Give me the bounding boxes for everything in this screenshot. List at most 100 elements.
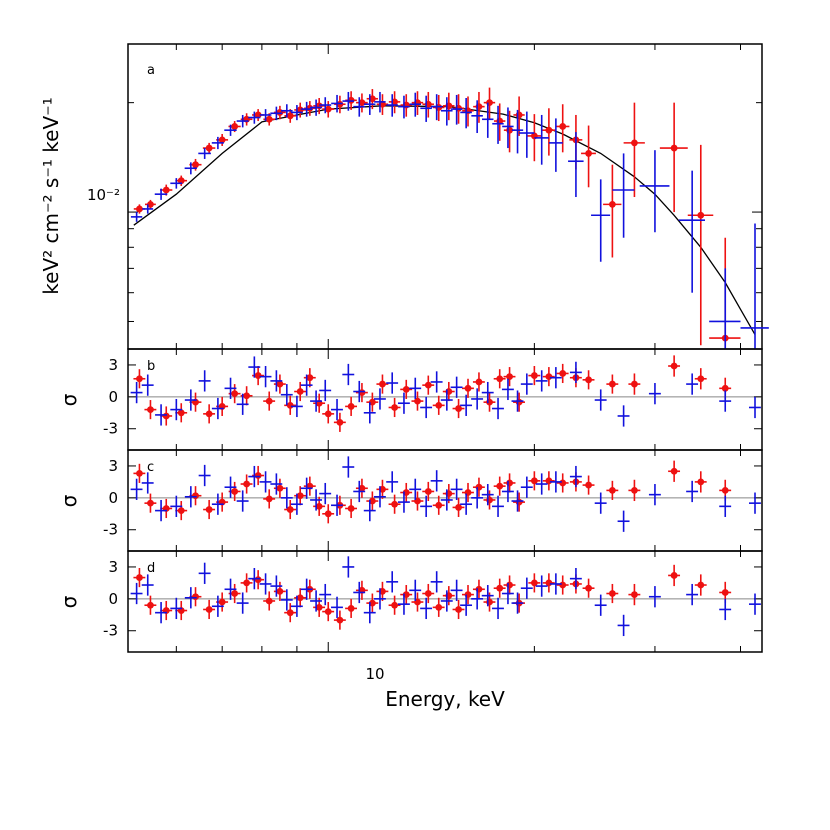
data-point [254, 472, 262, 479]
data-point [368, 497, 376, 505]
data-point [324, 608, 332, 615]
data-point [391, 500, 398, 508]
data-point [136, 375, 143, 383]
data-point [721, 384, 729, 392]
data-point [585, 376, 592, 384]
x-axis-label: Energy, keV [385, 687, 505, 711]
data-point [530, 579, 538, 587]
data-point [608, 380, 616, 388]
data-point [670, 144, 678, 152]
data-point [464, 384, 472, 392]
data-point [496, 482, 504, 490]
data-point [147, 499, 154, 507]
data-point [435, 401, 443, 409]
data-point [530, 372, 538, 379]
panel-d-y-axis-label: σ [57, 595, 81, 608]
data-point [631, 487, 638, 494]
data-point [559, 581, 567, 589]
data-point [254, 576, 262, 584]
data-point [347, 605, 355, 612]
panel-d-ytick-labels: 3 0 -3 [103, 558, 118, 640]
data-point [192, 593, 199, 601]
panel-b-y-axis-label: σ [57, 393, 81, 406]
panel-a-label: a [147, 63, 155, 78]
data-point [721, 487, 729, 494]
data-point [670, 572, 678, 579]
panel-a-frame [127, 43, 763, 350]
data-point [192, 161, 199, 169]
residual-panel-d: d σ 3 0 -3 [57, 550, 763, 653]
data-point [286, 506, 294, 513]
data-point [608, 487, 616, 494]
data-point [315, 502, 323, 510]
data-point [162, 186, 170, 194]
data-point [368, 95, 376, 103]
data-point [147, 406, 154, 413]
data-point [243, 392, 251, 400]
data-point [559, 370, 567, 377]
data-point [697, 581, 705, 589]
panel-b-ytick-labels: 3 0 -3 [103, 356, 118, 438]
data-point [424, 488, 432, 495]
data-point [286, 112, 294, 120]
data-point [324, 105, 332, 113]
y-tick-label: -3 [103, 521, 118, 539]
data-point [265, 597, 273, 605]
data-point [496, 584, 504, 592]
data-point [358, 484, 366, 492]
data-point [379, 380, 386, 388]
panel-a-y-axis-label: keV² cm⁻² s⁻¹ keV⁻¹ [39, 97, 63, 294]
data-point [506, 373, 513, 381]
data-point [496, 375, 504, 383]
y-tick-label: 3 [108, 558, 118, 576]
data-point [670, 467, 678, 475]
data-point [265, 397, 273, 405]
spectrum-panel-a: a 10⁻² keV² cm⁻² s⁻¹ keV⁻¹ [39, 43, 769, 350]
data-point [218, 598, 226, 606]
data-point [276, 380, 284, 388]
data-point [697, 478, 705, 486]
data-point [455, 405, 462, 412]
y-tick-label: 0 [108, 590, 118, 608]
data-point [475, 378, 483, 386]
y-tick-label: 0 [108, 388, 118, 406]
data-point [515, 398, 523, 406]
residual-panel-b: b σ 3 0 -3 [57, 348, 763, 451]
y-tick-label: 3 [108, 356, 118, 374]
panel-d-label: d [147, 561, 155, 576]
data-point [243, 480, 251, 488]
data-point [324, 410, 332, 418]
data-point [608, 200, 616, 208]
data-point [391, 404, 398, 411]
data-point [306, 104, 314, 112]
data-point [545, 373, 553, 381]
data-point [286, 401, 294, 409]
data-point [414, 397, 421, 405]
data-point [559, 123, 567, 130]
data-point [136, 574, 143, 581]
data-point [254, 372, 262, 379]
data-point [192, 492, 199, 500]
data-point [455, 606, 462, 613]
data-point [265, 115, 273, 123]
y-tick-label: -3 [103, 622, 118, 640]
data-point [368, 599, 376, 607]
data-point [205, 606, 213, 613]
data-point [697, 375, 705, 383]
data-point [585, 150, 592, 157]
panel-a-ytick-label: 10⁻² [87, 186, 120, 204]
data-point [545, 579, 553, 587]
x-tick-label-10: 10 [365, 665, 384, 683]
data-point [231, 390, 239, 398]
data-point [545, 126, 553, 134]
data-point [296, 594, 304, 602]
data-point [177, 409, 185, 417]
data-point [670, 362, 678, 370]
data-point [585, 481, 592, 489]
panel-b-label: b [147, 359, 155, 374]
data-point [336, 418, 344, 426]
panel-c-ytick-labels: 3 0 -3 [103, 457, 118, 539]
panel-a-marks [128, 44, 769, 349]
panel-b-marks [128, 349, 762, 450]
data-point [136, 469, 143, 477]
